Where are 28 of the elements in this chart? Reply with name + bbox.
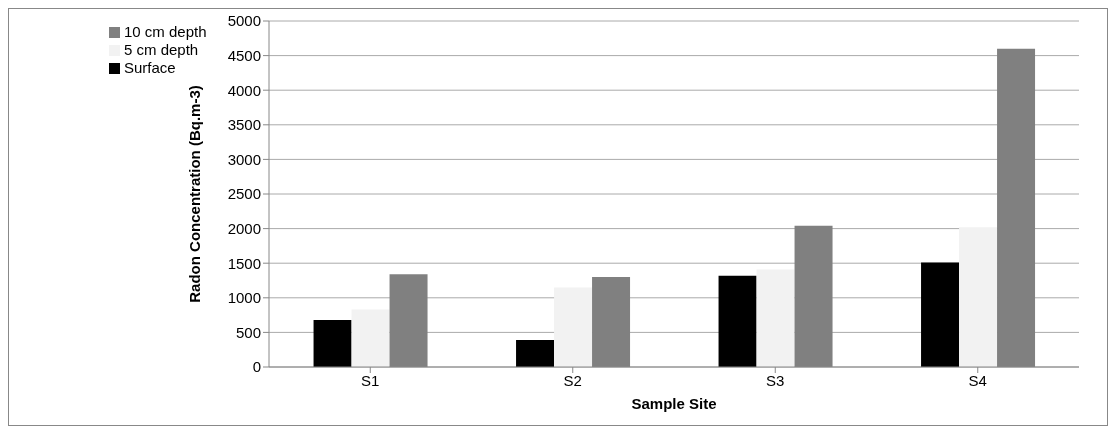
bar [921, 262, 960, 367]
y-tick-label: 1500 [227, 254, 261, 272]
legend-label: 10 cm depth [124, 23, 207, 40]
x-tick-label: S1 [361, 371, 380, 389]
bar [554, 287, 593, 367]
y-tick-label: 4500 [227, 46, 261, 64]
y-tick-label: 2500 [227, 185, 261, 203]
y-tick-label: 2000 [227, 219, 261, 237]
y-tick-label: 4000 [227, 81, 261, 99]
x-tick-label: S3 [766, 371, 785, 389]
bar [351, 309, 390, 367]
bar [718, 275, 757, 367]
legend-label: 5 cm depth [124, 41, 199, 58]
y-tick-label: 3000 [227, 150, 261, 168]
bar [756, 269, 795, 367]
bar [313, 319, 352, 367]
y-tick-label: 3500 [227, 116, 261, 134]
legend-label: Surface [124, 59, 176, 76]
y-tick-label: 0 [252, 358, 261, 376]
x-tick-label: S4 [968, 371, 987, 389]
x-tick-label: S2 [563, 371, 582, 389]
y-tick-label: 500 [235, 323, 261, 341]
y-axis-title: Radon Concentration (Bq.m-3) [186, 85, 204, 303]
bar [959, 227, 998, 367]
y-tick-label: 1000 [227, 289, 261, 307]
x-axis-title: Sample Site [631, 395, 717, 412]
bar [516, 340, 555, 367]
y-tick-label: 5000 [227, 12, 261, 30]
